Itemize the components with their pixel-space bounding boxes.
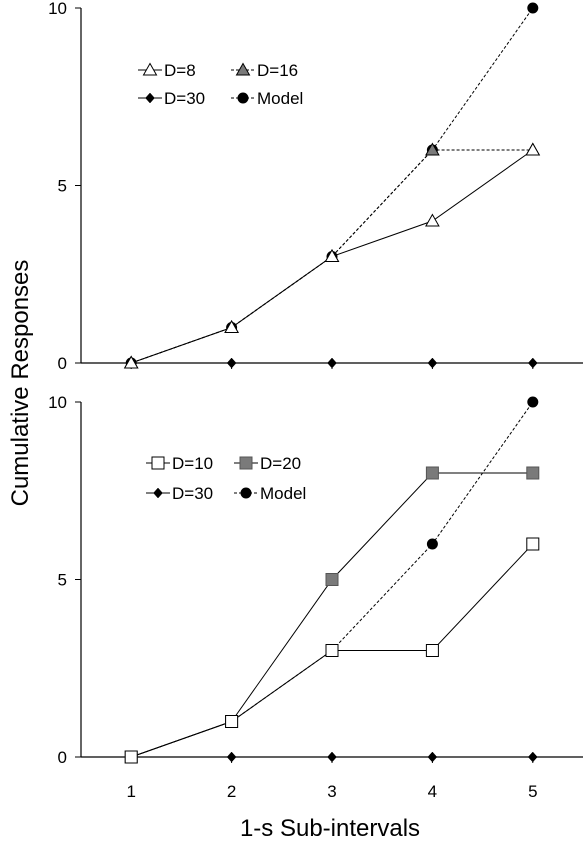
legend-label-d-10: D=10 bbox=[172, 454, 213, 473]
data-point-model bbox=[527, 2, 539, 14]
data-point-d-10 bbox=[325, 644, 339, 657]
data-point-d-20 bbox=[425, 466, 439, 480]
legend-top: D=8 D=16 D=30 Model bbox=[138, 61, 303, 108]
data-point-d-8 bbox=[123, 355, 139, 369]
legend-marker-d-8 bbox=[142, 62, 158, 76]
data-point-d-30 bbox=[226, 751, 237, 763]
legend-marker-model bbox=[237, 92, 249, 104]
data-point-model bbox=[527, 396, 539, 408]
data-point-d-8 bbox=[324, 248, 340, 262]
x-axis-title: 1-s Sub-intervals bbox=[240, 815, 420, 842]
data-point-d-16 bbox=[425, 142, 440, 156]
data-point-d-30 bbox=[327, 751, 337, 763]
data-point-d-20 bbox=[325, 573, 339, 586]
data-point-d-8 bbox=[224, 319, 239, 333]
legend-label-model: Model bbox=[260, 484, 306, 503]
y-tick-label: 0 bbox=[58, 748, 67, 767]
data-point-d-30 bbox=[527, 357, 538, 369]
legend-marker-model bbox=[240, 487, 252, 499]
legend-marker-d-30 bbox=[153, 487, 163, 499]
y-tick-label: 5 bbox=[58, 177, 67, 196]
panel-bottom: 0 5 10 1 2 3 4 5 D=10 D=20 D=30 Model bbox=[48, 393, 583, 801]
y-tick-label: 5 bbox=[58, 571, 67, 590]
legend-label-d-8: D=8 bbox=[164, 61, 196, 80]
data-point-d-30 bbox=[527, 751, 538, 763]
data-point-d-10 bbox=[425, 644, 439, 657]
legend-bottom: D=10 D=20 D=30 Model bbox=[146, 454, 306, 503]
legend-marker-d-20 bbox=[239, 456, 253, 470]
data-point-d-8 bbox=[425, 213, 440, 227]
data-point-model bbox=[426, 538, 438, 550]
data-point-d-30 bbox=[427, 357, 438, 369]
legend-label-d-30: D=30 bbox=[172, 484, 213, 503]
data-point-d-30 bbox=[226, 357, 237, 369]
legend-marker-d-10 bbox=[151, 456, 165, 470]
y-axis-title: Cumulative Responses bbox=[7, 260, 34, 507]
data-point-d-20 bbox=[526, 466, 540, 480]
data-point-d-30 bbox=[427, 751, 438, 763]
legend-marker-d-16 bbox=[235, 62, 251, 76]
x-tick-label: 5 bbox=[528, 782, 537, 801]
series-line-model bbox=[131, 7, 534, 364]
y-tick-label: 10 bbox=[48, 393, 67, 412]
x-tick-label: 2 bbox=[227, 782, 236, 801]
series-line-d-20 bbox=[131, 472, 533, 758]
legend-label-d-16: D=16 bbox=[257, 61, 298, 80]
legend-label-d-20: D=20 bbox=[260, 454, 301, 473]
data-point-d-10 bbox=[225, 715, 239, 728]
x-tick-label: 1 bbox=[126, 782, 135, 801]
legend-marker-d-30 bbox=[145, 92, 155, 104]
legend-label-d-30: D=30 bbox=[164, 89, 205, 108]
data-point-d-10 bbox=[526, 537, 540, 551]
series-line-model bbox=[131, 401, 534, 758]
x-tick-label: 3 bbox=[327, 782, 336, 801]
y-tick-label: 10 bbox=[48, 0, 67, 18]
panel-top: 0 5 10 D=8 D=16 D=30 Model bbox=[48, 0, 583, 373]
x-tick-label: 4 bbox=[428, 782, 437, 801]
legend-label-model: Model bbox=[257, 89, 303, 108]
y-tick-label: 0 bbox=[58, 354, 67, 373]
data-point-d-30 bbox=[327, 357, 337, 369]
data-point-d-8 bbox=[525, 142, 541, 156]
data-point-d-10 bbox=[124, 750, 138, 764]
